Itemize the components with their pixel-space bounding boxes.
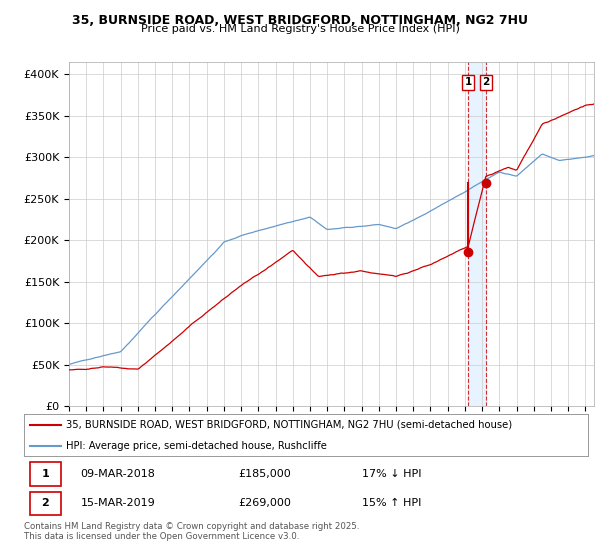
Text: HPI: Average price, semi-detached house, Rushcliffe: HPI: Average price, semi-detached house,… xyxy=(66,441,327,451)
Text: Price paid vs. HM Land Registry's House Price Index (HPI): Price paid vs. HM Land Registry's House … xyxy=(140,24,460,34)
Text: 1: 1 xyxy=(41,469,49,479)
Text: 15-MAR-2019: 15-MAR-2019 xyxy=(80,498,155,508)
Bar xyxy=(29,462,61,486)
Text: £269,000: £269,000 xyxy=(238,498,291,508)
Text: Contains HM Land Registry data © Crown copyright and database right 2025.
This d: Contains HM Land Registry data © Crown c… xyxy=(24,522,359,542)
Text: 2: 2 xyxy=(41,498,49,508)
Text: 15% ↑ HPI: 15% ↑ HPI xyxy=(362,498,422,508)
Bar xyxy=(29,492,61,515)
Text: 1: 1 xyxy=(464,77,472,87)
Text: 2: 2 xyxy=(482,77,490,87)
Text: 09-MAR-2018: 09-MAR-2018 xyxy=(80,469,155,479)
Text: 17% ↓ HPI: 17% ↓ HPI xyxy=(362,469,422,479)
Text: 35, BURNSIDE ROAD, WEST BRIDGFORD, NOTTINGHAM, NG2 7HU: 35, BURNSIDE ROAD, WEST BRIDGFORD, NOTTI… xyxy=(72,14,528,27)
Bar xyxy=(468,62,486,406)
Text: £185,000: £185,000 xyxy=(238,469,291,479)
Text: 35, BURNSIDE ROAD, WEST BRIDGFORD, NOTTINGHAM, NG2 7HU (semi-detached house): 35, BURNSIDE ROAD, WEST BRIDGFORD, NOTTI… xyxy=(66,420,512,430)
